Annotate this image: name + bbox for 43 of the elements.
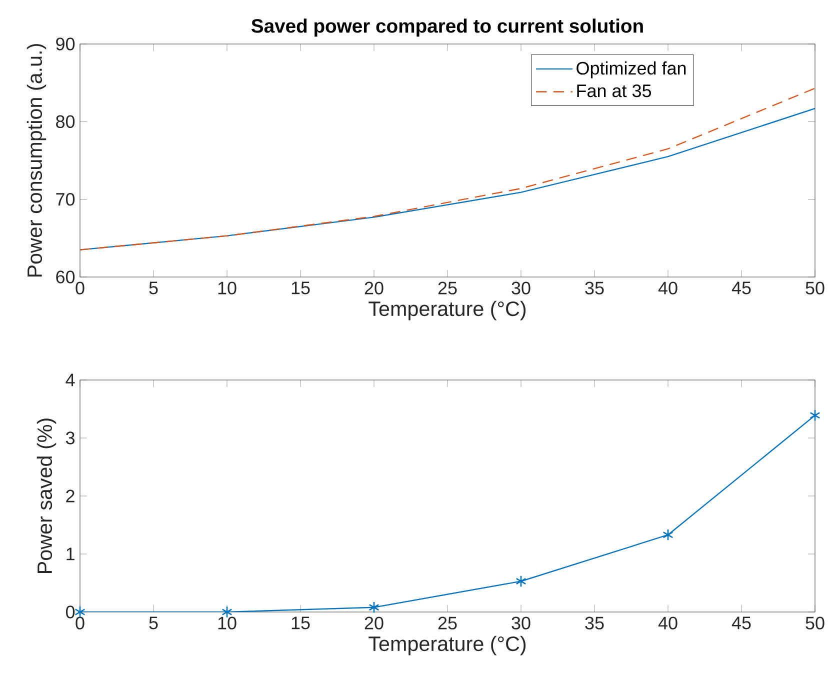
point bbox=[368, 601, 380, 614]
x-tick-label: 25 bbox=[438, 616, 457, 630]
x-tick-label: 35 bbox=[585, 616, 604, 630]
x-tick-label: 30 bbox=[512, 616, 530, 630]
y-tick-label: 1 bbox=[66, 548, 74, 560]
x-tick-label: 25 bbox=[438, 282, 457, 294]
x-tick-label: 5 bbox=[149, 282, 158, 294]
point bbox=[810, 409, 820, 422]
y-tick-label: 4 bbox=[66, 374, 75, 386]
y-tick-label: 70 bbox=[56, 192, 75, 206]
point bbox=[516, 575, 526, 588]
y-tick-label: 0 bbox=[66, 606, 75, 618]
x-axis-title: Temperature (°C) bbox=[368, 636, 526, 656]
y-tick-label: 3 bbox=[66, 432, 75, 444]
x-tick-label: 15 bbox=[292, 616, 310, 630]
x-tick-label: 0 bbox=[76, 282, 84, 294]
x-tick-label: 10 bbox=[218, 282, 236, 294]
x-tick-label: 0 bbox=[76, 616, 84, 630]
y-tick-label: 80 bbox=[56, 115, 75, 128]
x-tick-label: 15 bbox=[292, 282, 310, 294]
legend-label: Optimized fan bbox=[576, 61, 686, 78]
x-tick-label: 5 bbox=[149, 616, 158, 630]
x-tick-label: 50 bbox=[806, 616, 824, 630]
point bbox=[74, 606, 86, 618]
y-axis-title: Power consumption (a.u.) bbox=[26, 44, 46, 277]
y-tick-label: 90 bbox=[56, 38, 75, 50]
x-tick-label: 45 bbox=[732, 616, 751, 630]
legend-label: Fan at 35 bbox=[577, 84, 652, 98]
y-tick-label: 2 bbox=[66, 490, 74, 502]
chart-title: Saved power compared to current solution bbox=[251, 18, 643, 37]
y-tick-label: 60 bbox=[56, 270, 75, 284]
x-tick-label: 40 bbox=[658, 282, 678, 294]
x-tick-label: 35 bbox=[585, 282, 604, 294]
x-tick-label: 50 bbox=[806, 282, 824, 294]
point bbox=[662, 528, 674, 541]
x-tick-label: 20 bbox=[364, 282, 384, 294]
x-tick-label: 45 bbox=[732, 282, 751, 294]
x-tick-label: 30 bbox=[512, 282, 530, 294]
x-tick-label: 20 bbox=[364, 616, 384, 630]
x-tick-label: 40 bbox=[658, 616, 678, 630]
x-tick-label: 10 bbox=[218, 616, 236, 630]
x-axis-title: Temperature (°C) bbox=[368, 300, 526, 320]
y-axis-title: Power saved (%) bbox=[36, 418, 56, 573]
